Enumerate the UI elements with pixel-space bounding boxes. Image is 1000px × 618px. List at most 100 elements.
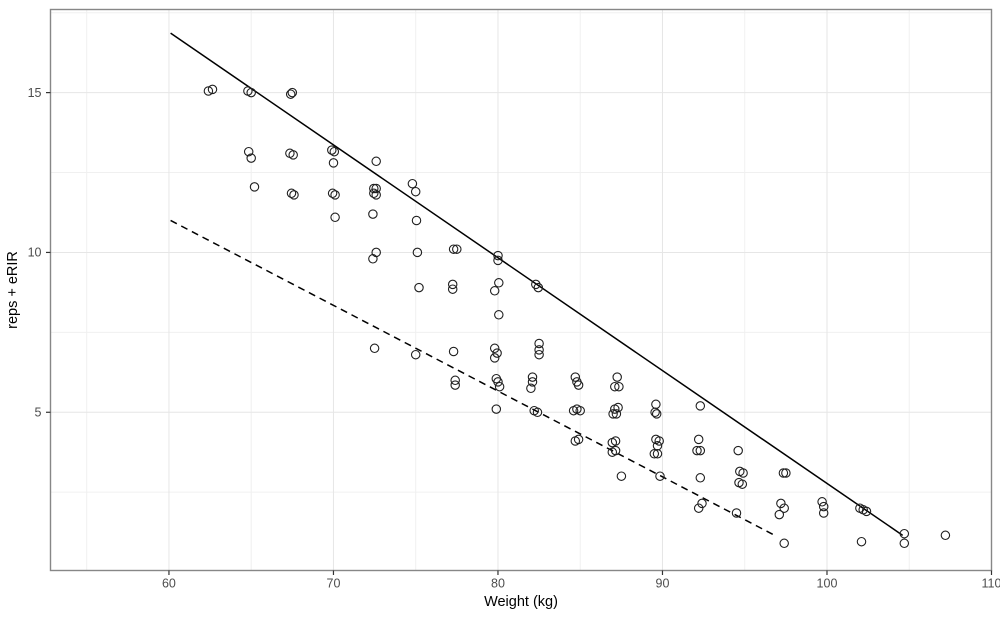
data-point [447,279,458,290]
data-point [491,404,502,414]
panel-border [49,8,993,572]
data-point [327,145,337,155]
data-point [410,349,421,360]
data-point [203,86,214,96]
data-point [411,215,422,226]
data-point [818,508,829,518]
data-point [697,498,707,509]
x-tick-label: 60 [162,577,176,591]
data-point [494,310,504,320]
data-point [412,247,423,258]
data-point [856,536,867,547]
data-point [448,346,459,357]
data-point [494,278,504,288]
data-point [779,503,789,513]
data-point [327,188,338,199]
x-tick-label: 110 [982,577,1000,591]
data-point [369,183,379,194]
data-point [695,473,706,483]
data-point [330,212,340,223]
data-point [329,146,340,157]
data-point [493,255,503,266]
data-point [527,372,538,382]
upper-trend-line [170,32,904,536]
data-point [414,282,424,293]
data-point [616,471,627,481]
panel-background [50,9,992,571]
data-point [448,244,459,254]
data-point [613,402,623,413]
data-point [612,372,622,382]
data-point [737,479,748,489]
data-point [371,183,381,194]
data-point [899,538,910,549]
data-point [410,186,421,197]
axis-ticks [46,92,993,575]
data-point [489,343,500,354]
data-point [207,84,218,95]
data-point [407,178,418,189]
data-point [733,445,743,456]
data-point [246,87,256,98]
data-point [570,372,581,382]
data-point [693,503,704,513]
data-point [651,409,662,419]
data-point [695,401,706,411]
data-point [328,158,339,168]
data-point [494,381,505,392]
data-point [527,377,538,387]
data-point [533,282,544,293]
data-point [492,348,502,358]
axis-tick-labels: 60 70 80 90 100 110 5 10 15 [28,86,1000,591]
data-point [369,343,380,354]
data-point [534,345,544,355]
data-point [779,538,789,549]
x-tick-label: 80 [491,577,505,591]
data-point [532,407,543,418]
data-point [534,338,544,349]
data-point [940,530,951,541]
data-point [246,153,256,163]
x-axis-title: Weight (kg) [484,594,558,610]
data-point [249,182,260,192]
data-point [450,375,460,386]
data-point [330,190,340,200]
data-point [368,209,378,219]
data-point [286,188,297,199]
data-point [489,353,500,363]
y-tick-label: 15 [28,86,42,100]
data-point [493,377,503,387]
data-point [652,449,663,459]
data-point [610,445,621,456]
x-tick-label: 100 [817,577,838,591]
x-tick-label: 90 [656,577,670,591]
data-point [573,380,584,390]
data-point [489,286,500,296]
data-point [649,449,660,459]
data-point [526,383,536,394]
data-point [243,146,254,157]
data-point [447,284,458,294]
data-point [369,188,379,199]
data-point [654,436,664,446]
data-point [655,471,665,481]
data-point [695,445,706,456]
data-point [611,409,622,419]
data-point [608,409,618,419]
data-point [575,405,585,416]
data-point [818,501,829,512]
data-points [203,84,951,549]
y-tick-label: 10 [28,246,42,260]
data-point [573,434,584,445]
data-point [285,89,296,99]
data-point [610,436,621,446]
data-point [778,468,789,478]
data-point [531,279,541,290]
x-tick-label: 70 [327,577,341,591]
data-point [614,381,624,392]
data-point [776,498,786,509]
data-point [693,434,704,445]
data-point [610,381,620,392]
